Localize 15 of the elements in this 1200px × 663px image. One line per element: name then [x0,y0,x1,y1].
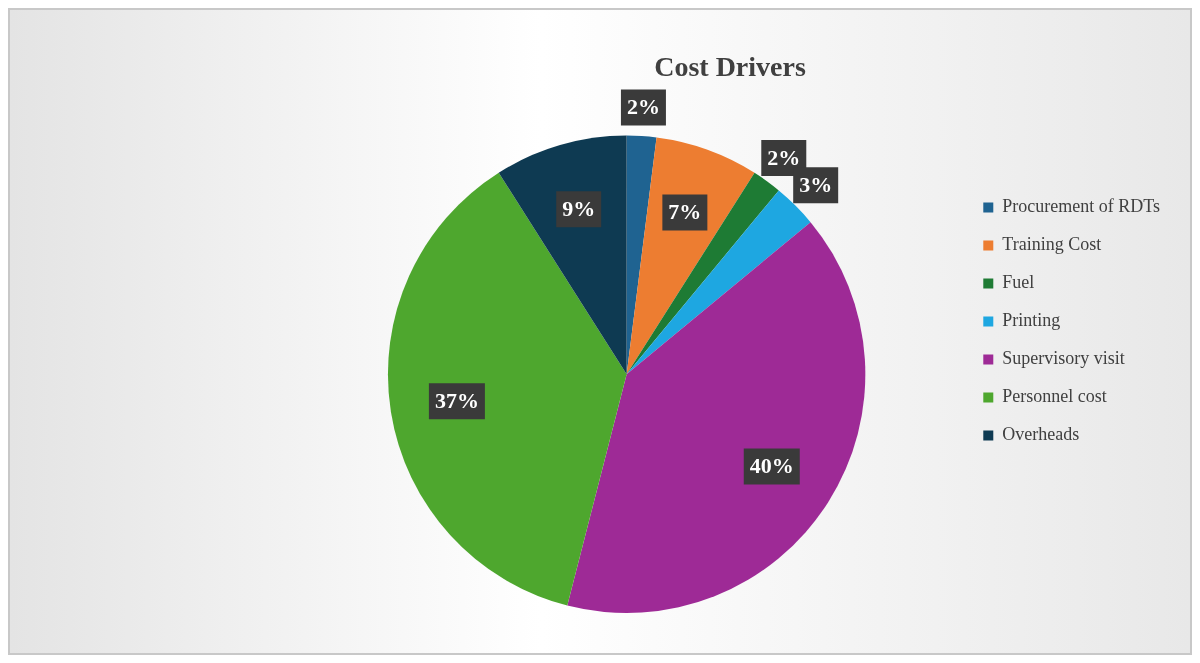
data-label: 2% [626,94,660,120]
legend-label: Training Cost [1002,234,1102,255]
legend-label: Overheads [1002,424,1080,445]
legend-label: Procurement of RDTs [1002,196,1161,217]
legend-label: Printing [1002,310,1061,331]
data-label: 40% [749,453,794,479]
data-label: 3% [799,171,833,197]
legend-label: Personnel cost [1002,386,1107,407]
data-label: 2% [767,144,801,170]
data-label: 37% [434,387,479,413]
legend-label: Supervisory visit [1002,348,1125,369]
data-label: 7% [668,199,702,225]
chart-title: Cost Drivers [654,51,806,83]
data-label: 9% [562,195,596,221]
legend-label: Fuel [1002,272,1035,293]
